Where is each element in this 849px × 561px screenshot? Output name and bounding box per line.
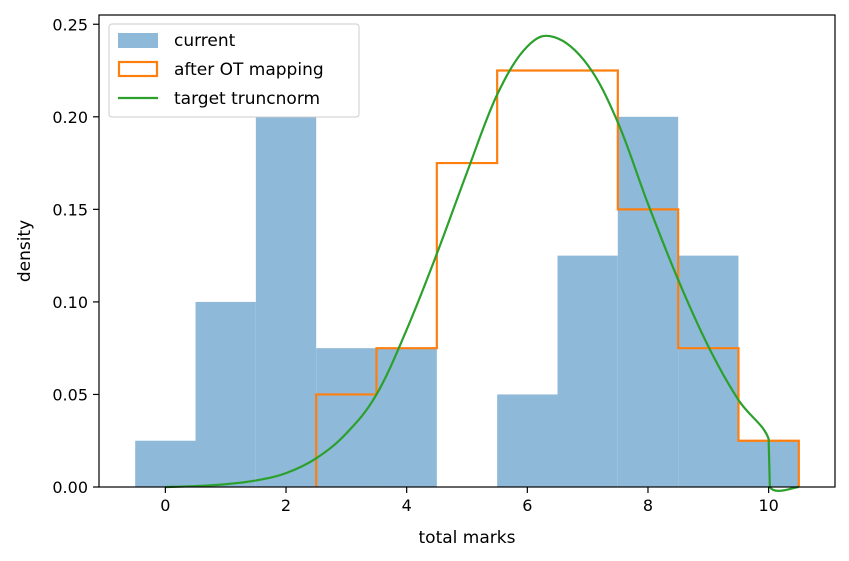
x-axis-ticks: 0 2 4 6 8 10 <box>160 487 779 515</box>
bar-current <box>557 255 618 487</box>
series-after-ot-mapping <box>315 69 800 487</box>
y-tick-label: 0.00 <box>52 478 88 497</box>
x-tick-label: 6 <box>522 496 532 515</box>
bar-current <box>135 440 196 487</box>
series-target-truncnorm <box>165 34 799 492</box>
x-tick-label: 10 <box>758 496 778 515</box>
y-tick-label: 0.05 <box>52 385 88 404</box>
y-tick-label: 0.15 <box>52 200 88 219</box>
bar-current <box>316 348 377 487</box>
plot-frame <box>98 14 836 488</box>
x-tick-label: 8 <box>643 496 653 515</box>
bar-current <box>376 348 437 487</box>
bar-current <box>617 116 679 487</box>
bar-current <box>255 116 317 487</box>
legend-swatch-after-ot-mapping <box>117 60 159 78</box>
bar-current <box>195 301 256 487</box>
bar-current <box>497 394 558 487</box>
series-current <box>135 116 799 487</box>
y-tick-label: 0.10 <box>52 293 88 312</box>
legend-swatch-current <box>118 33 158 48</box>
x-tick-label: 4 <box>402 496 412 515</box>
legend: current after OT mapping target truncnor… <box>108 23 360 118</box>
legend-box <box>108 23 360 118</box>
y-axis-label: density <box>15 220 35 282</box>
legend-label-current: current <box>174 31 236 51</box>
bar-current <box>678 255 739 487</box>
y-tick-label: 0.25 <box>52 15 88 34</box>
legend-label-after-ot-mapping: after OT mapping <box>174 60 324 80</box>
plot-area <box>98 14 836 492</box>
x-axis-label: total marks <box>419 528 516 548</box>
x-tick-label: 0 <box>160 496 170 515</box>
legend-label-target-truncnorm: target truncnorm <box>174 89 320 109</box>
y-axis-ticks: 0.00 0.05 0.10 0.15 0.20 0.25 <box>52 15 99 497</box>
y-tick-label: 0.20 <box>52 108 88 127</box>
x-tick-label: 2 <box>281 496 291 515</box>
